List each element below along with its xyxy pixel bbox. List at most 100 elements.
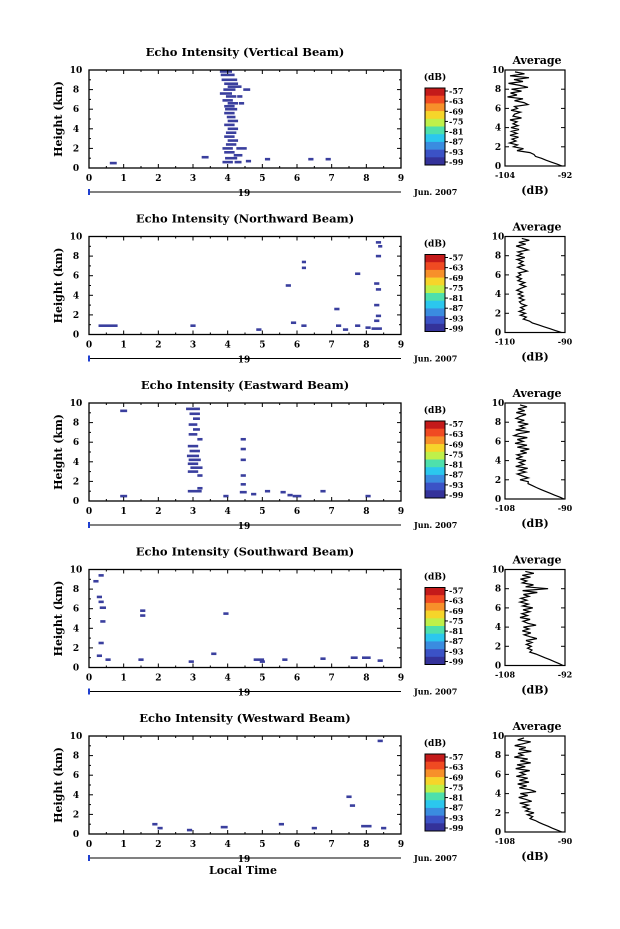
echo-mark [320, 489, 326, 493]
y-axis-label: Height (km) [52, 248, 65, 324]
y-tick-label: 8 [73, 585, 79, 595]
profile-y-tick-label: 0 [495, 828, 501, 838]
echo-mark [197, 474, 203, 477]
echo-mark [190, 324, 196, 327]
y-tick-label: 6 [73, 605, 79, 615]
echo-mark [342, 328, 349, 331]
x-tick-label: 7 [329, 174, 335, 184]
colorbar-tick-label: -99 [449, 490, 464, 500]
y-tick-label: 0 [73, 331, 79, 341]
colorbar-unit: (dB) [424, 72, 446, 83]
echo-mark [375, 241, 382, 244]
plot-frame [88, 568, 402, 669]
echo-mark [301, 260, 307, 264]
colorbar-tick-label: -75 [449, 616, 463, 626]
echo-mark [223, 612, 229, 615]
profile-x-axis-label: (dB) [521, 517, 548, 530]
colorbar-segment [425, 103, 445, 112]
profile-line [517, 570, 564, 667]
profile-x-axis-label: (dB) [521, 850, 548, 863]
profile-y-tick-label: 0 [495, 329, 501, 339]
profile-y-tick-label: 4 [495, 124, 501, 134]
echo-mark [197, 437, 203, 441]
date-label: Jun. 2007 [413, 687, 457, 697]
y-tick-label: 10 [70, 66, 83, 76]
echo-mark [225, 156, 238, 160]
echo-mark [336, 324, 342, 327]
echo-mark [186, 454, 200, 458]
x-tick-label: 1 [121, 674, 127, 684]
profile-y-tick-label: 4 [495, 457, 501, 467]
echo-mark [240, 447, 246, 451]
echo-mark [96, 595, 102, 599]
colorbar-tick-label: -75 [449, 449, 463, 459]
colorbar-frame [424, 587, 446, 665]
echo-mark [222, 147, 233, 150]
plot-frame [88, 402, 402, 502]
x-tick-label: 3 [190, 174, 196, 184]
echo-mark [120, 494, 128, 498]
colorbar-segment [425, 610, 445, 619]
colorbar-segment [425, 421, 445, 429]
echo-mark [381, 826, 387, 830]
y-axis-label: Height (km) [52, 414, 65, 490]
colorbar-tick-label: -69 [449, 772, 464, 782]
profile-title: Average [511, 54, 561, 67]
echo-mark [189, 449, 200, 453]
plot-frame [88, 735, 402, 835]
x-tick-label: 2 [155, 674, 161, 684]
echo-mark [224, 151, 235, 154]
colorbar-segment [425, 602, 445, 611]
date-label: Jun. 2007 [413, 853, 457, 863]
echo-mark [371, 327, 382, 330]
x-axis-label: Local Time [209, 864, 277, 877]
echo-mark [346, 795, 352, 799]
panel-2: Echo Intensity (Eastward Beam) 0 1 2 3 4 5 6 7 8 9… [52, 378, 573, 532]
echo-mark [308, 157, 314, 161]
y-tick-label: 6 [73, 771, 79, 781]
colorbar-tick-label: -87 [449, 636, 463, 646]
echo-mark [220, 825, 228, 829]
echo-mark [219, 92, 232, 95]
echo-mark [190, 466, 203, 469]
echo-mark [109, 161, 117, 165]
y-tick-label: 4 [73, 791, 79, 801]
profile-x-tick-label: -92 [558, 170, 572, 180]
panel-title: Echo Intensity (Northward Beam) [136, 212, 354, 226]
x-tick-label: 4 [225, 341, 231, 351]
colorbar-tick-label: -57 [449, 253, 463, 263]
colorbar-segment [425, 784, 445, 793]
profile-y-tick-label: 0 [495, 162, 501, 172]
profile-y-tick-label: 0 [495, 495, 501, 505]
echo-mark [227, 139, 239, 142]
y-tick-label: 10 [70, 233, 83, 243]
colorbar-tick-label: -93 [449, 147, 464, 157]
colorbar-segment [425, 649, 445, 658]
profile-x-tick-label: -90 [558, 836, 573, 846]
profile-y-tick-label: 2 [495, 476, 501, 486]
echo-mark [287, 493, 293, 497]
echo-mark [227, 85, 242, 88]
x-tick-label: 8 [363, 674, 369, 684]
echo-mark [189, 412, 200, 416]
colorbar-segment [425, 633, 445, 642]
x-tick-label: 2 [155, 840, 161, 850]
echo-mark [157, 826, 163, 830]
colorbar-tick-label: -69 [449, 606, 464, 616]
x-tick-label: 9 [398, 174, 404, 184]
profile-title: Average [511, 720, 561, 733]
echo-mark [99, 606, 106, 610]
profile-y-tick-label: 6 [495, 271, 501, 281]
colorbar-unit: (dB) [424, 572, 446, 583]
echo-mark [240, 474, 246, 477]
colorbar-segment [425, 769, 445, 778]
colorbar-tick-label: -57 [449, 586, 463, 596]
profile-frame [504, 402, 566, 500]
echo-mark [365, 494, 371, 498]
profile-y-tick-label: 2 [495, 809, 501, 819]
profile-y-tick-label: 10 [492, 732, 505, 742]
profile-y-tick-label: 6 [495, 604, 501, 614]
echo-mark [138, 658, 144, 661]
colorbar-tick-label: -87 [449, 803, 463, 813]
x-tick-label: 0 [86, 341, 92, 351]
